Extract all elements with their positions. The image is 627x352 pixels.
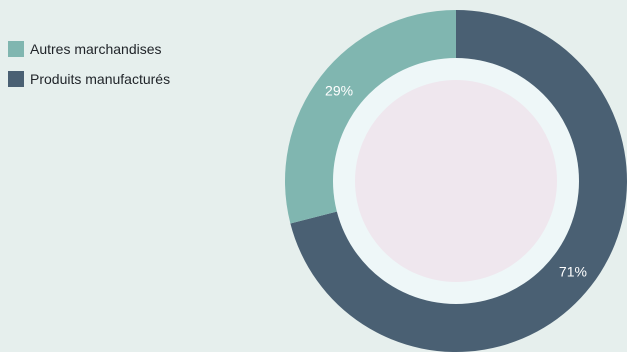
legend-label-autres-marchandises: Autres marchandises bbox=[30, 40, 162, 57]
legend-swatch-produits-manufactures bbox=[8, 70, 24, 87]
slice-labels: 71% 29% bbox=[325, 82, 587, 279]
slice-label-autres-marchandises: 29% bbox=[325, 82, 353, 98]
slice-label-produits-manufactures: 71% bbox=[559, 264, 587, 280]
legend: Autres marchandises Produits manufacturé… bbox=[8, 40, 170, 100]
donut-center bbox=[355, 80, 557, 282]
legend-item-produits-manufactures[interactable]: Produits manufacturés bbox=[8, 70, 170, 87]
legend-swatch-autres-marchandises bbox=[8, 40, 24, 57]
legend-item-autres-marchandises[interactable]: Autres marchandises bbox=[8, 40, 170, 57]
legend-label-produits-manufactures: Produits manufacturés bbox=[30, 70, 171, 87]
